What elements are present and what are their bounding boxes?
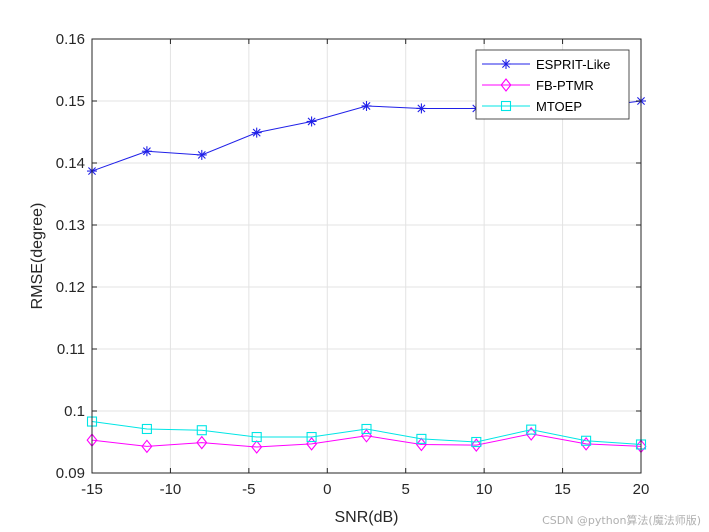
data-point-fb-ptmr	[141, 439, 153, 454]
x-tick-label: 20	[633, 481, 650, 498]
series-line-mtoep	[91, 421, 642, 445]
y-tick-label: 0.13	[56, 217, 85, 234]
y-tick-label: 0.15	[56, 93, 85, 110]
data-point-esprit-like	[306, 116, 317, 127]
data-point-mtoep	[196, 425, 207, 436]
axis-ticks: -15 -10 -5 0 5 10 15 20 0.09 0.1 0.11 0.12 0.13 0.14 0…	[56, 31, 650, 498]
data-point-mtoep	[471, 436, 482, 448]
legend-marker	[501, 59, 511, 69]
y-tick-label: 0.16	[56, 31, 85, 48]
data-point-fb-ptmr	[415, 437, 427, 452]
data-point-esprit-like	[251, 127, 262, 138]
data-point-mtoep	[306, 431, 317, 443]
y-axis-label: RMSE(degree)	[29, 203, 46, 310]
y-tick-label: 0.1	[64, 403, 85, 420]
series-mtoep	[86, 416, 647, 450]
x-tick-label: 5	[402, 481, 410, 498]
y-tick-label: 0.11	[57, 341, 85, 358]
plot-frame	[91, 38, 642, 474]
data-point-esprit-like	[361, 100, 372, 111]
legend: ESPRIT-Like FB-PTMR MTOEP	[475, 49, 630, 120]
x-tick-label: 15	[554, 481, 571, 498]
data-point-fb-ptmr	[580, 436, 592, 451]
legend-entry-fb-ptmr: FB-PTMR	[482, 78, 594, 93]
y-tick-label: 0.14	[56, 155, 85, 172]
data-point-fb-ptmr	[525, 427, 537, 441]
legend-entry-mtoep: MTOEP	[482, 99, 582, 114]
legend-entry-esprit-like: ESPRIT-Like	[482, 57, 610, 72]
legend-marker	[500, 78, 512, 92]
data-point-esprit-like	[196, 149, 207, 160]
y-tick-label: 0.12	[56, 279, 85, 296]
y-tick-label: 0.09	[56, 465, 85, 482]
data-point-fb-ptmr	[196, 435, 208, 450]
data-point-mtoep	[526, 424, 537, 435]
watermark: CSDN @python算法(魔法师版)	[542, 514, 701, 527]
legend-label: ESPRIT-Like	[536, 57, 610, 72]
data-point-mtoep	[581, 435, 592, 446]
legend-label: FB-PTMR	[536, 78, 594, 93]
data-point-mtoep	[361, 423, 372, 435]
data-point-mtoep	[251, 431, 262, 443]
x-tick-label: 10	[476, 481, 493, 498]
data-point-fb-ptmr	[470, 438, 482, 452]
legend-marker	[500, 100, 512, 112]
legend-label: MTOEP	[536, 99, 582, 114]
x-tick-label: -15	[81, 481, 103, 498]
x-axis-label: SNR(dB)	[334, 509, 398, 526]
x-tick-label: -5	[242, 481, 255, 498]
data-point-esprit-like	[416, 103, 427, 114]
series-line-fb-ptmr	[91, 433, 642, 448]
x-tick-label: -10	[160, 481, 182, 498]
data-point-mtoep	[416, 433, 427, 444]
data-point-mtoep	[141, 423, 152, 435]
x-tick-label: 0	[323, 481, 331, 498]
data-point-fb-ptmr	[251, 440, 263, 454]
data-point-esprit-like	[141, 146, 152, 157]
